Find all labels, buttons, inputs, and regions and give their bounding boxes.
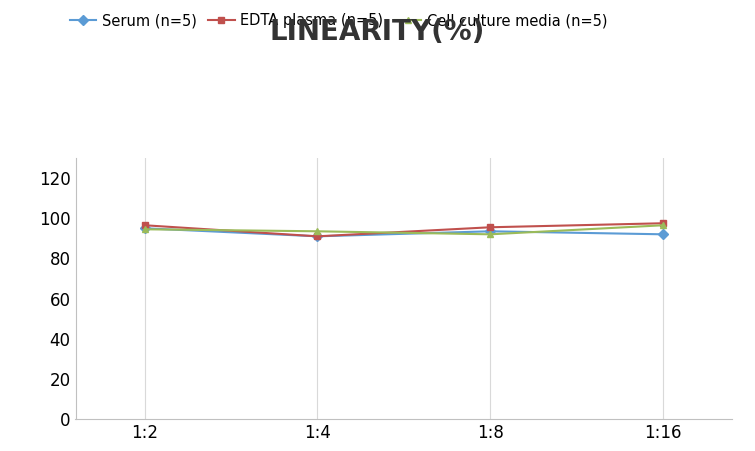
EDTA plasma (n=5) bbox=[313, 234, 322, 239]
Serum (n=5) bbox=[485, 229, 495, 234]
Legend: Serum (n=5), EDTA plasma (n=5), Cell culture media (n=5): Serum (n=5), EDTA plasma (n=5), Cell cul… bbox=[69, 14, 608, 28]
Text: LINEARITY(%): LINEARITY(%) bbox=[270, 18, 485, 46]
Line: Cell culture media (n=5): Cell culture media (n=5) bbox=[141, 222, 667, 238]
Cell culture media (n=5) bbox=[658, 222, 667, 228]
EDTA plasma (n=5) bbox=[140, 222, 149, 228]
EDTA plasma (n=5) bbox=[658, 221, 667, 226]
Serum (n=5) bbox=[313, 234, 322, 239]
Serum (n=5) bbox=[140, 226, 149, 231]
Cell culture media (n=5) bbox=[140, 226, 149, 232]
Cell culture media (n=5) bbox=[313, 229, 322, 234]
Line: Serum (n=5): Serum (n=5) bbox=[141, 225, 667, 240]
EDTA plasma (n=5) bbox=[485, 225, 495, 230]
Line: EDTA plasma (n=5): EDTA plasma (n=5) bbox=[141, 220, 667, 240]
Serum (n=5) bbox=[658, 232, 667, 237]
Cell culture media (n=5) bbox=[485, 232, 495, 237]
